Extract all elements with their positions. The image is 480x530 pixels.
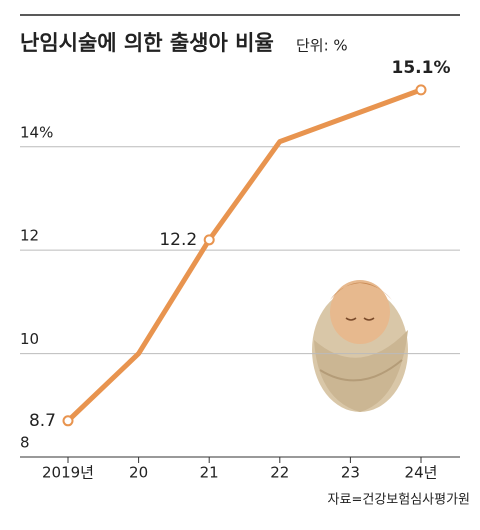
data-label: 12.2 [159, 230, 197, 250]
data-point [62, 415, 74, 427]
data-line [66, 87, 422, 423]
x-tick-label: 21 [200, 464, 219, 482]
x-tick-label: 24년 [405, 464, 438, 482]
x-tick-label: 23 [341, 464, 360, 482]
y-tick-label: 14% [20, 123, 53, 141]
data-point [203, 234, 215, 246]
data-label: 8.7 [29, 411, 56, 431]
y-tick-label: 10 [20, 330, 39, 348]
y-tick-label: 8 [20, 434, 30, 452]
chart-subtitle: 단위: % [296, 37, 348, 55]
x-tick-label: 22 [270, 464, 289, 482]
source-note: 자료=건강보험심사평가원 [328, 493, 470, 508]
data-label: 15.1% [392, 58, 451, 78]
chart-title: 난임시술에 의한 출생아 비율 [20, 31, 274, 55]
y-tick-label: 12 [20, 227, 39, 245]
x-tick-label: 20 [129, 464, 148, 482]
x-tick-label: 2019년 [42, 464, 94, 482]
data-point [415, 84, 427, 96]
baby-illustration [312, 280, 408, 412]
